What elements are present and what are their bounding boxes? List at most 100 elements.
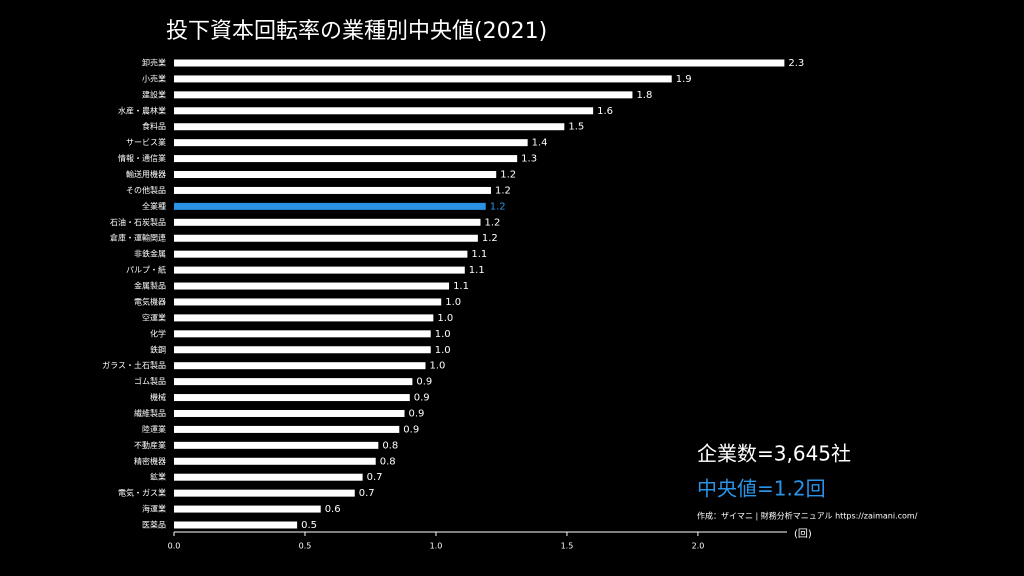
x-tick-label: 0.0 [168,542,181,551]
y-tick-label: 精密機器 [134,456,166,466]
source: 作成：ザイマニ | 財務分析マニュアル https://zaimani.com/ [697,511,918,521]
bar [174,171,497,179]
y-tick-label: 鉄鋼 [150,344,166,354]
bar [174,489,355,497]
bar [174,75,672,83]
y-tick-label: 全業種 [142,201,166,211]
x-unit-label: (回) [794,528,812,540]
value-label: 2.3 [788,58,804,69]
y-tick-label: パルプ・紙 [126,265,166,275]
bar [174,505,321,513]
y-tick-label: 小売業 [142,73,166,83]
value-label: 1.2 [485,217,501,228]
value-label: 1.3 [521,154,537,165]
value-label: 1.2 [495,185,511,196]
value-label: 0.5 [301,520,317,531]
bar [174,409,405,417]
bar [174,123,565,131]
y-tick-label: 電気・ガス業 [118,488,166,498]
y-tick-label: ガラス・土石製品 [102,360,166,370]
value-label: 0.7 [359,488,375,499]
y-tick-label: 海運業 [142,504,166,514]
bar [174,441,379,449]
y-tick-label: 金属製品 [134,281,166,291]
bar [174,457,376,465]
value-label: 0.9 [414,393,430,404]
bar [174,139,528,147]
value-label: 1.4 [532,138,548,149]
value-label: 0.8 [382,440,398,451]
y-tick-label: 情報・通信業 [118,153,166,163]
bar [174,59,785,67]
x-tick-label: 2.0 [692,542,705,551]
bar [174,521,298,529]
value-label: 0.9 [416,377,432,388]
y-tick-label: 鉱業 [150,472,166,482]
value-label: 1.5 [568,122,584,133]
y-tick-label: 倉庫・運輸関連 [110,233,166,243]
value-label: 1.2 [482,233,498,244]
y-tick-label: 陸運業 [142,424,166,434]
y-tick-label: 建設業 [142,89,166,99]
bar [174,425,400,433]
value-label: 1.2 [490,201,506,212]
bar [174,107,594,115]
value-label: 1.8 [636,90,652,101]
value-label: 0.6 [325,504,341,515]
y-tick-label: 医薬品 [142,520,166,530]
y-tick-label: 化学 [150,328,166,338]
annotation-highlight: 中央値=1.2回 [697,477,826,501]
value-label: 1.0 [435,329,451,340]
y-tick-label: 空運業 [142,312,166,322]
bar [174,298,442,306]
value-label: 0.7 [367,472,383,483]
y-tick-label: 石油・石炭製品 [110,217,166,227]
bar [174,186,491,194]
chart-title: 投下資本回転率の業種別中央値(2021) [166,19,547,44]
value-label: 0.9 [409,408,425,419]
bar [174,155,518,163]
bar [174,346,431,354]
bar [174,362,426,370]
annotation: 企業数=3,645社 [697,442,851,466]
y-tick-label: 繊維製品 [134,408,166,418]
bar [174,266,465,274]
value-label: 1.0 [429,361,445,372]
value-label: 1.0 [437,313,453,324]
y-tick-label: 卸売業 [142,58,166,68]
x-tick-label: 0.5 [299,542,312,551]
bar [174,378,413,386]
value-label: 1.0 [445,297,461,308]
bar [174,250,468,258]
y-tick-label: その他製品 [126,185,166,195]
bar [174,202,486,210]
bar [174,314,434,322]
value-label: 0.9 [403,424,419,435]
value-label: 1.2 [500,170,516,181]
bar [174,394,410,402]
y-tick-label: 非鉄金属 [134,249,166,259]
x-tick-label: 1.5 [561,542,574,551]
value-label: 1.9 [676,74,692,85]
value-label: 1.1 [469,265,485,276]
value-label: 1.0 [435,345,451,356]
bar [174,473,363,481]
bar [174,330,431,338]
value-label: 0.8 [380,456,396,467]
value-label: 1.1 [471,249,487,260]
bar [174,218,481,226]
value-label: 1.1 [453,281,469,292]
value-label: 1.6 [597,106,613,117]
y-tick-label: サービス業 [126,137,166,147]
y-tick-label: 機械 [150,392,166,402]
y-tick-label: 水産・農林業 [118,105,166,115]
bar [174,234,478,242]
y-tick-label: 食料品 [142,121,166,131]
x-tick-label: 1.0 [430,542,443,551]
y-tick-label: ゴム製品 [134,376,166,386]
bar [174,91,633,99]
bar [174,282,450,290]
y-tick-label: 電気機器 [134,296,166,306]
y-tick-label: 不動産業 [134,440,166,450]
